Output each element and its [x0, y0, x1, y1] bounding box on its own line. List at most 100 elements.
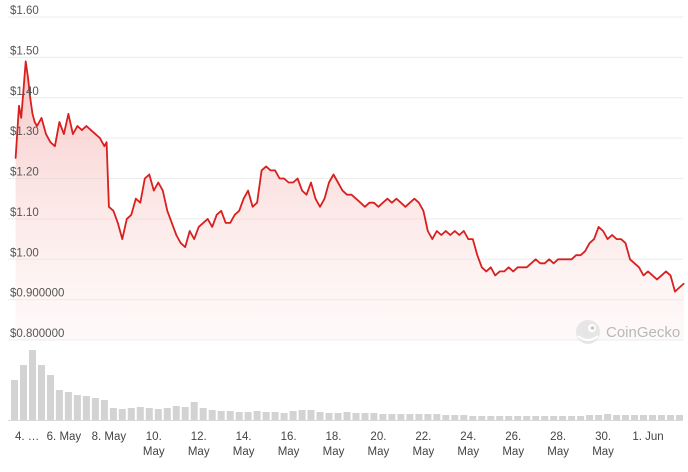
volume-bar — [235, 412, 243, 420]
volume-bar — [658, 415, 665, 420]
price-point — [99, 137, 101, 139]
price-point — [153, 190, 155, 192]
price-point — [220, 210, 222, 212]
x-tick-sublabel: May — [278, 446, 300, 458]
price-point — [297, 177, 299, 180]
price-point — [467, 238, 469, 240]
price-point — [458, 234, 460, 236]
price-point — [669, 274, 672, 276]
price-point — [678, 286, 681, 289]
volume-bar — [379, 414, 387, 420]
x-axis: 4. … 6. May 8. May 10. May 12. May 14. May 16. May… — [15, 431, 664, 458]
price-point — [512, 270, 514, 272]
price-point — [243, 198, 245, 200]
volume-bar — [541, 416, 549, 420]
price-point — [67, 113, 69, 115]
price-point — [355, 198, 357, 200]
price-point — [660, 274, 663, 276]
price-point — [283, 177, 285, 180]
price-point — [575, 254, 577, 256]
price-point — [548, 258, 550, 260]
price-point — [526, 266, 528, 268]
volume-bar — [307, 410, 315, 420]
price-point — [359, 202, 362, 204]
volume-bar — [370, 413, 378, 420]
price-point — [674, 291, 676, 293]
price-point — [413, 198, 415, 200]
price-point — [301, 190, 303, 192]
price-point — [449, 234, 451, 236]
volume-bar — [667, 415, 674, 420]
price-point — [162, 190, 164, 192]
x-tick-label: 14. — [236, 431, 252, 443]
price-point — [395, 198, 397, 200]
price-point — [148, 173, 150, 176]
price-point — [535, 258, 537, 260]
volume-bar — [280, 413, 288, 420]
x-tick-sublabel: May — [457, 446, 479, 458]
price-point — [589, 242, 591, 244]
volume-bar — [316, 412, 324, 420]
volume-bar — [523, 416, 531, 420]
price-point — [144, 177, 146, 180]
price-point — [85, 125, 87, 127]
x-tick-label: 12. — [191, 431, 207, 443]
volume-bar — [424, 414, 432, 420]
price-point — [31, 113, 34, 115]
volume-bar — [100, 400, 108, 420]
volume-bar — [136, 407, 144, 420]
x-tick-label: 4. … — [15, 431, 39, 443]
price-point — [328, 181, 330, 184]
price-point — [261, 169, 263, 171]
volume-bar — [532, 416, 540, 420]
price-point — [279, 177, 281, 180]
price-point — [346, 194, 348, 196]
price-point — [106, 141, 108, 143]
x-tick-label: 18. — [326, 431, 342, 443]
price-point — [274, 169, 276, 171]
volume-bar — [478, 416, 486, 420]
volume-bar — [325, 413, 333, 420]
price-point — [386, 198, 388, 200]
volume-bar — [334, 413, 342, 420]
volume-bar — [460, 415, 468, 420]
volume-bar — [244, 412, 252, 420]
price-point — [108, 206, 110, 208]
volume-bar — [559, 416, 567, 420]
price-area-layer — [14, 60, 685, 341]
price-point — [620, 238, 622, 240]
price-point — [314, 198, 317, 200]
price-point — [202, 222, 204, 224]
volume-bar — [271, 412, 279, 420]
price-point — [29, 97, 31, 99]
price-point — [323, 198, 326, 200]
volume-bar — [487, 416, 495, 420]
price-point — [229, 222, 231, 224]
volume-bar — [11, 380, 18, 420]
price-point — [364, 206, 366, 208]
price-point — [76, 125, 78, 127]
price-point — [103, 145, 105, 147]
x-tick-sublabel: May — [412, 446, 434, 458]
price-point — [36, 125, 38, 127]
volume-bar — [262, 412, 270, 420]
x-tick-sublabel: May — [592, 446, 614, 458]
x-tick-label: 22. — [415, 431, 431, 443]
gecko-logo-icon — [576, 320, 600, 344]
volume-bar — [613, 415, 621, 420]
price-point — [270, 169, 272, 171]
price-point — [350, 194, 353, 196]
volume-bar — [451, 415, 459, 420]
price-point — [422, 210, 424, 212]
price-point — [629, 258, 631, 260]
price-point — [40, 117, 43, 119]
price-point — [288, 181, 290, 184]
price-point — [305, 194, 308, 196]
price-point — [180, 242, 182, 244]
x-tick-label: 1. Jun — [632, 431, 663, 443]
y-tick-label: $0.800000 — [10, 328, 64, 340]
price-point — [562, 258, 564, 260]
price-point — [332, 173, 335, 176]
price-point — [580, 254, 582, 256]
